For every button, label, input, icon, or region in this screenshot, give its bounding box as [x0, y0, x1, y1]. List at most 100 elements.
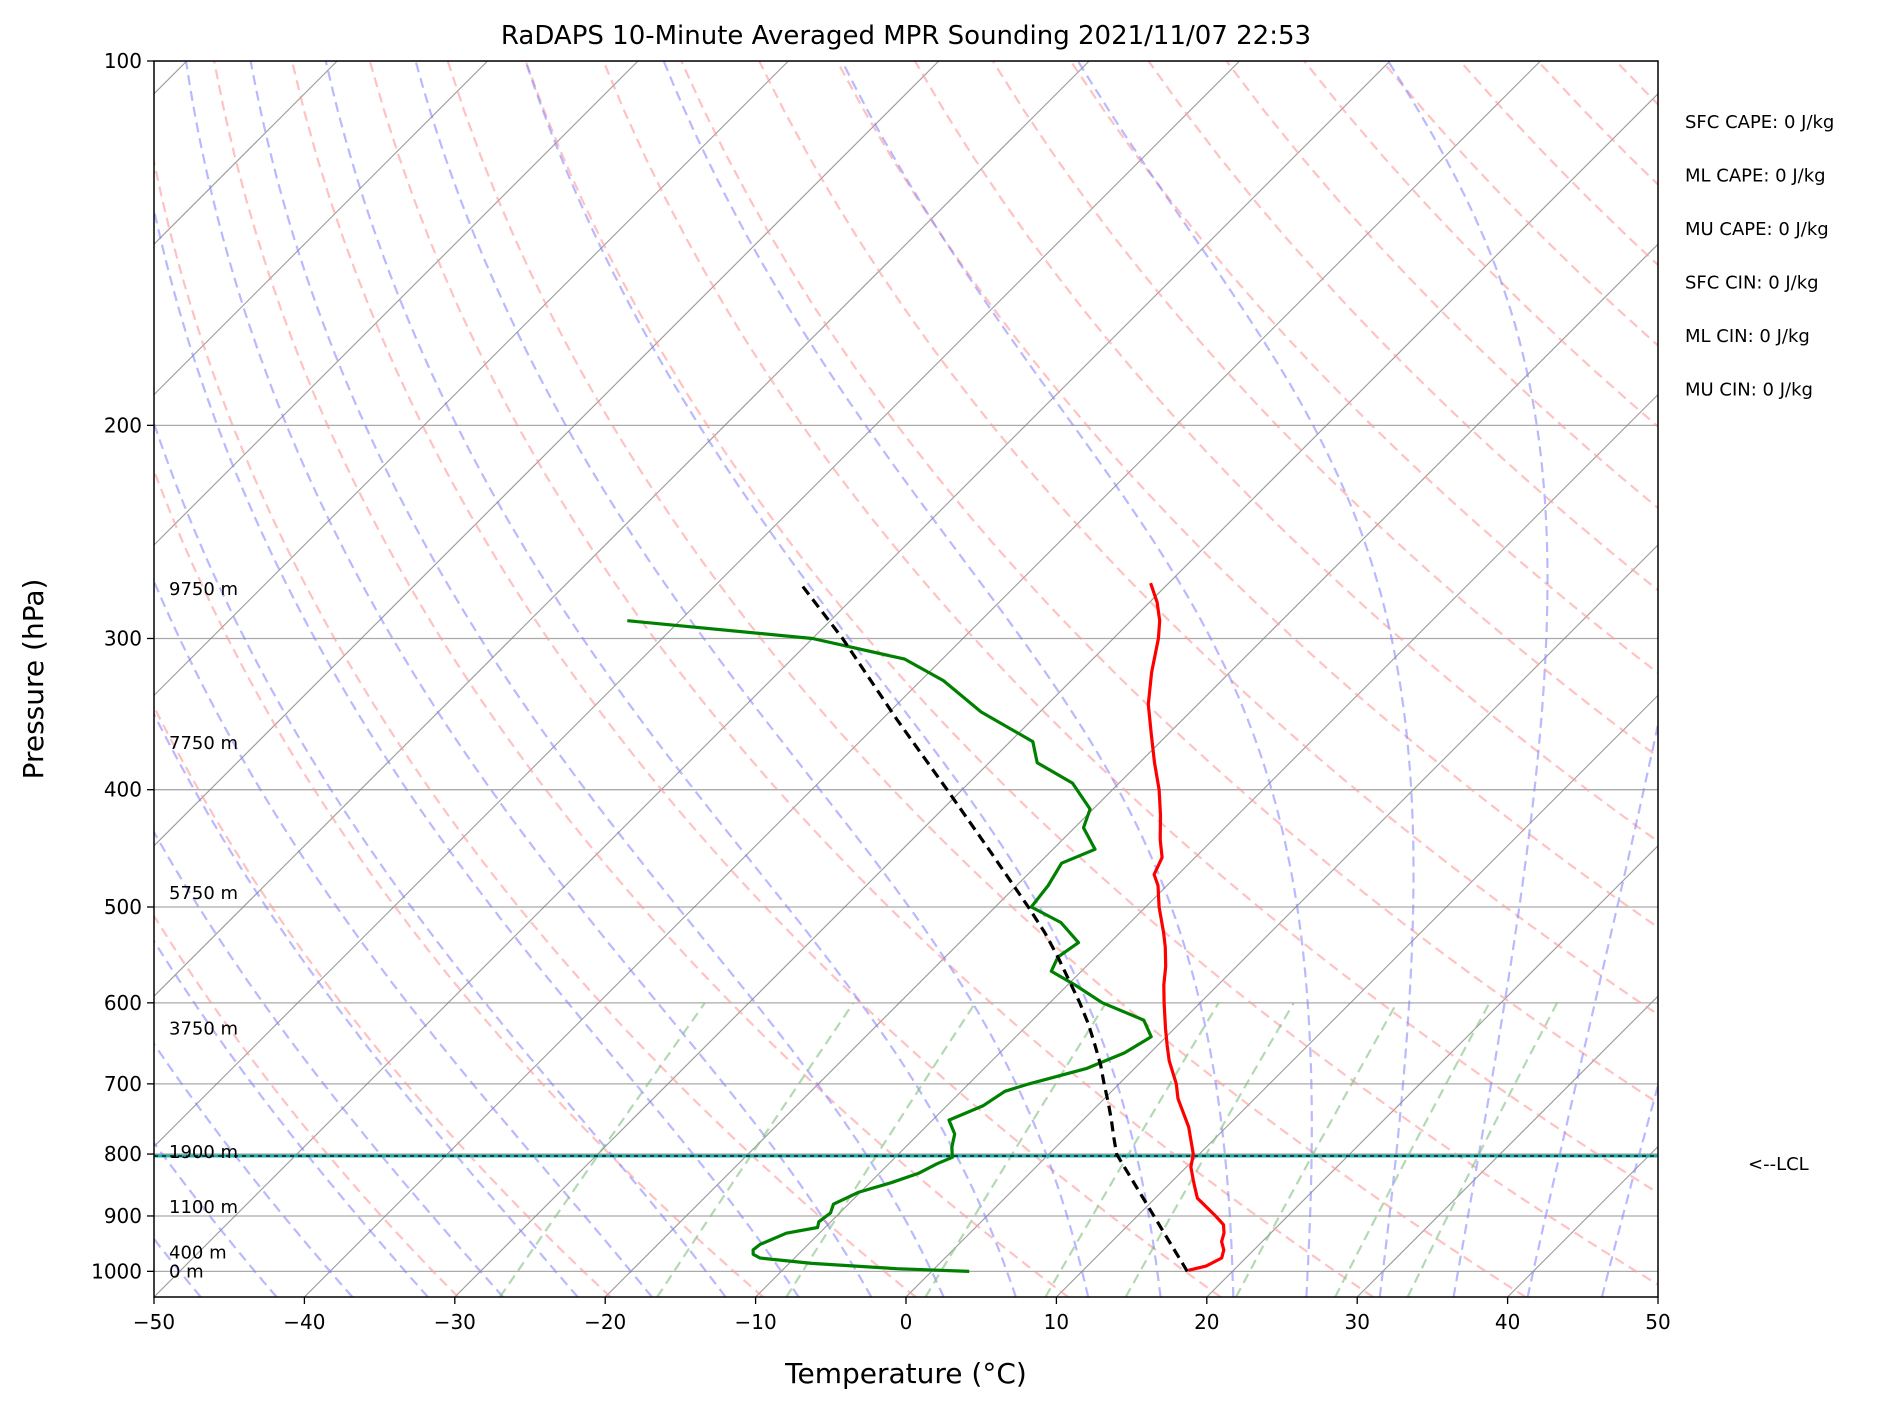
height-label: 7750 m — [169, 733, 238, 754]
y-tick-label: 400 — [104, 778, 142, 802]
x-tick-label: −10 — [734, 1310, 776, 1334]
reference-lines — [154, 61, 1882, 1297]
x-tick-label: 30 — [1344, 1310, 1369, 1334]
height-label: 5750 m — [169, 883, 238, 904]
isotherm-line — [154, 61, 639, 546]
isotherm-line — [304, 61, 1541, 1297]
moist-adiabat-line — [184, 61, 873, 1297]
dry-adiabat-line — [290, 61, 1222, 1297]
moist-adiabat-line — [154, 1042, 354, 1297]
dry-adiabat-line — [602, 61, 1658, 1195]
x-tick-label: 50 — [1645, 1310, 1670, 1334]
moist-adiabat-line — [154, 939, 429, 1297]
mixing-ratio-line — [924, 1002, 1107, 1297]
moist-adiabat-line — [524, 61, 1162, 1297]
dry-adiabat-line — [1147, 61, 1658, 592]
mixing-ratio-line — [785, 1002, 977, 1297]
isotherm-line — [154, 61, 488, 396]
index-text: SFC CIN: 0 J/kg — [1685, 273, 1819, 294]
moist-adiabat-line — [154, 578, 653, 1297]
x-tick-label: 10 — [1044, 1310, 1069, 1334]
x-axis-ticks: −50 −40 −30 −20 −10 0 10 20 30 40 50 — [133, 1297, 1671, 1334]
isotherm-line — [154, 61, 338, 245]
isotherm-line — [154, 61, 940, 847]
dry-adiabat-line — [1694, 61, 1882, 1297]
dry-adiabat-line — [758, 61, 1658, 1016]
isotherm-line — [1507, 1145, 1658, 1297]
dry-adiabat-line — [446, 61, 1527, 1297]
isotherm-line — [154, 61, 1240, 1148]
y-tick-label: 500 — [104, 895, 142, 919]
index-text: MU CIN: 0 J/kg — [1685, 380, 1813, 401]
y-tick-label: 300 — [104, 626, 142, 650]
index-text: ML CAPE: 0 J/kg — [1685, 166, 1826, 187]
index-text: SFC CAPE: 0 J/kg — [1685, 112, 1834, 133]
moist-adiabat-line — [1526, 719, 1658, 1297]
isotherm-line — [1356, 995, 1658, 1297]
x-tick-label: 0 — [900, 1310, 913, 1334]
x-tick-label: −30 — [434, 1310, 476, 1334]
dry-adiabat-line — [1303, 61, 1658, 429]
mixing-ratio-line — [1406, 1002, 1559, 1297]
index-text: ML CIN: 0 J/kg — [1685, 326, 1810, 347]
dry-adiabat-line — [680, 61, 1658, 1105]
isotherm-line — [1056, 694, 1658, 1297]
mixing-ratio-line — [1044, 1002, 1220, 1297]
moist-adiabat-line — [841, 61, 1313, 1297]
height-label: 9750 m — [169, 579, 238, 600]
mixing-ratio-line — [498, 1002, 706, 1297]
y-tick-label: 100 — [104, 49, 142, 73]
moist-adiabat-line — [1076, 61, 1415, 1297]
isotherm-line — [905, 544, 1658, 1297]
moist-adiabat-line — [154, 829, 504, 1297]
isotherm-line — [154, 61, 1391, 1297]
dry-adiabat-line — [154, 156, 917, 1297]
y-tick-label: 900 — [104, 1204, 142, 1228]
lcl-label: <--LCL — [1748, 1154, 1809, 1175]
dry-adiabat-line — [836, 61, 1658, 929]
isotherm-line — [1206, 845, 1658, 1297]
y-tick-label: 800 — [104, 1142, 142, 1166]
x-tick-label: 20 — [1194, 1310, 1219, 1334]
mixing-ratio-line — [1334, 1002, 1491, 1297]
moist-adiabat-line — [1600, 1081, 1658, 1297]
isotherm-line — [454, 93, 1658, 1297]
dry-adiabat-line — [1381, 61, 1658, 347]
isotherm-line — [755, 393, 1658, 1297]
y-tick-label: 1000 — [91, 1259, 142, 1283]
mixing-ratio-line — [656, 1002, 855, 1297]
isotherm-line — [154, 61, 1090, 997]
dewpoint-line — [627, 619, 1153, 1273]
moist-adiabat-line — [249, 61, 945, 1297]
dry-adiabat-line — [368, 61, 1374, 1297]
height-label: 400 m — [169, 1243, 227, 1264]
x-tick-label: −20 — [584, 1310, 626, 1334]
moist-adiabat-line — [154, 711, 579, 1297]
x-tick-label: −40 — [283, 1310, 325, 1334]
moist-adiabat-line — [154, 204, 800, 1297]
chart-title: RaDAPS 10-Minute Averaged MPR Sounding 2… — [501, 21, 1311, 51]
y-axis-ticks: 100 200 300 400 500 600 700 800 900 1000 — [91, 49, 154, 1283]
x-tick-label: 40 — [1495, 1310, 1520, 1334]
height-label: 1100 m — [169, 1197, 238, 1218]
index-text: MU CAPE: 0 J/kg — [1685, 219, 1829, 240]
isotherm-line — [1808, 61, 1882, 1297]
y-axis-label: Pressure (hPa) — [17, 579, 50, 780]
moist-adiabat-line — [1387, 61, 1549, 1297]
dry-adiabat-line — [524, 61, 1658, 1287]
sounding-series — [627, 582, 1226, 1273]
isotherm-line — [1657, 1296, 1658, 1297]
dry-adiabat-line — [1069, 61, 1658, 675]
parcel-line — [798, 582, 1189, 1273]
moist-adiabat-line — [662, 61, 1235, 1297]
dry-adiabat-line — [1225, 61, 1658, 510]
y-tick-label: 700 — [104, 1072, 142, 1096]
isotherm-line — [604, 243, 1658, 1297]
isotherm-line — [154, 61, 789, 697]
mixing-ratio-line — [1235, 1002, 1398, 1297]
mixing-ratio-line — [1124, 1002, 1295, 1297]
dry-adiabat-line — [1536, 61, 1658, 186]
height-label: 3750 m — [169, 1018, 238, 1039]
x-tick-label: −50 — [133, 1310, 175, 1334]
